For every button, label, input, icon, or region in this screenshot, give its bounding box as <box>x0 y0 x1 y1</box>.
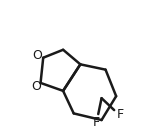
Text: O: O <box>32 49 42 62</box>
Text: F: F <box>93 116 100 129</box>
Text: O: O <box>31 80 41 93</box>
Text: F: F <box>117 108 124 121</box>
